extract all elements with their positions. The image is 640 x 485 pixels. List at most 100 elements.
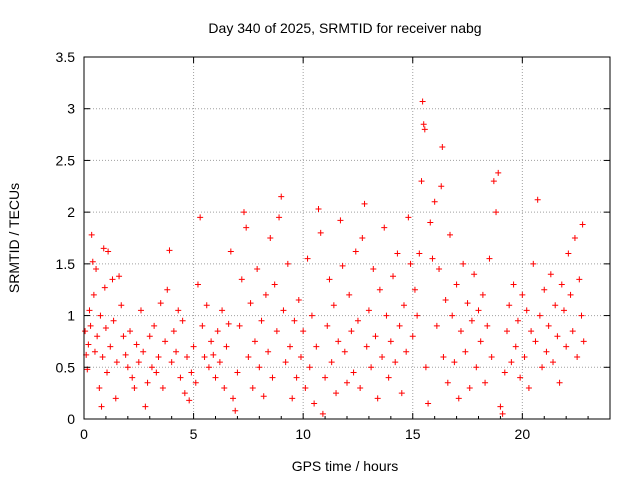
data-point (431, 198, 438, 205)
data-point (501, 369, 508, 376)
data-point (460, 260, 467, 267)
data-point (148, 364, 155, 371)
data-point (322, 374, 329, 381)
data-point (560, 307, 567, 314)
data-point (170, 328, 177, 335)
data-point (385, 374, 392, 381)
data-point (488, 353, 495, 360)
ticks-layer: 0 5 10 15 20 0 0.5 1 1.5 2 2.5 3 3.5 (56, 49, 611, 442)
data-point (552, 302, 559, 309)
data-point (287, 343, 294, 350)
data-point (267, 235, 274, 241)
data-point (372, 333, 379, 340)
data-point (295, 297, 302, 304)
data-point (276, 214, 283, 221)
x-tick-label: 5 (190, 426, 198, 442)
data-point (112, 395, 119, 402)
data-point (236, 322, 243, 329)
x-tick-label: 20 (515, 426, 531, 442)
chart-title: Day 340 of 2025, SRMTID for receiver nab… (208, 20, 481, 36)
data-point (256, 364, 263, 371)
data-point (87, 322, 94, 329)
data-point (419, 98, 426, 105)
data-point (129, 374, 136, 381)
data-point (493, 209, 500, 216)
data-point (421, 126, 428, 133)
data-point (536, 312, 543, 319)
data-point (190, 343, 197, 350)
data-point (104, 369, 111, 376)
data-point (534, 196, 541, 203)
data-point (506, 302, 513, 309)
data-point (576, 276, 583, 283)
data-point (120, 333, 127, 340)
data-point (317, 229, 324, 236)
data-point (221, 384, 228, 391)
data-point (210, 351, 217, 358)
data-point (530, 260, 537, 267)
data-point (354, 317, 361, 324)
plot-frame (83, 56, 611, 420)
data-point (420, 121, 427, 128)
data-point (383, 312, 390, 319)
data-point (473, 364, 480, 371)
data-point (116, 273, 123, 280)
data-point (162, 338, 169, 345)
data-point (398, 390, 405, 397)
data-point (525, 384, 532, 391)
data-point (390, 273, 397, 280)
data-point (416, 250, 423, 257)
data-point (357, 384, 364, 391)
data-point (240, 209, 247, 216)
data-point (99, 353, 106, 360)
y-tick-label: 0.5 (56, 359, 76, 375)
data-point (475, 307, 482, 314)
data-point (188, 369, 195, 376)
data-point (324, 322, 331, 329)
data-point (326, 276, 333, 283)
data-point (565, 250, 572, 257)
data-point (93, 266, 100, 273)
data-point (186, 397, 193, 404)
data-point (137, 307, 144, 314)
data-point (197, 214, 204, 221)
data-point (124, 364, 131, 371)
data-point (247, 300, 254, 307)
x-tick-label: 0 (80, 426, 88, 442)
data-point (482, 379, 489, 386)
data-point (352, 248, 359, 255)
data-point (199, 322, 206, 329)
data-point (453, 281, 460, 288)
data-point (363, 343, 370, 350)
y-tick-label: 1.5 (56, 256, 76, 272)
data-point (179, 317, 186, 324)
data-point (409, 333, 416, 340)
data-point (510, 281, 517, 288)
data-point (429, 255, 436, 262)
data-point (477, 338, 484, 345)
data-point (365, 307, 372, 314)
data-point (436, 266, 443, 273)
data-point (319, 410, 326, 417)
data-point (444, 379, 451, 386)
data-point (271, 281, 278, 288)
data-point (107, 343, 114, 350)
data-point (407, 260, 414, 267)
data-point (486, 255, 493, 262)
data-point (449, 312, 456, 319)
data-point (330, 302, 337, 309)
y-tick-label: 3 (67, 101, 75, 117)
data-point (265, 348, 272, 355)
data-point (514, 317, 521, 324)
data-point (164, 286, 171, 293)
data-point (122, 351, 129, 358)
data-point (376, 286, 383, 293)
data-point (462, 348, 469, 355)
data-point (578, 312, 585, 319)
grid-layer (84, 57, 610, 419)
data-point (368, 364, 375, 371)
y-tick-label: 3.5 (56, 49, 76, 65)
data-point (293, 374, 300, 381)
data-point (181, 390, 188, 397)
